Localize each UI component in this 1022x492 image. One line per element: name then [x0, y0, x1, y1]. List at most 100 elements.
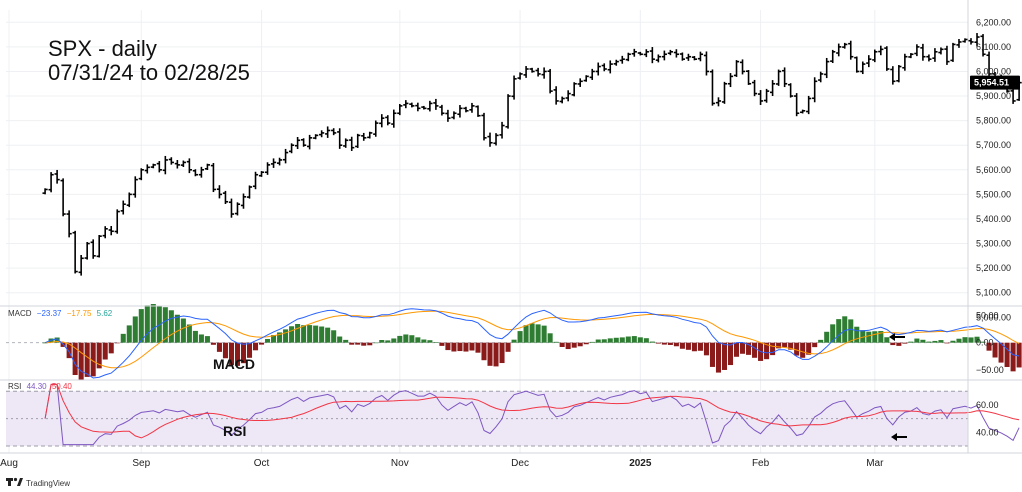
macd-histogram-bar — [956, 338, 962, 343]
price-bar — [956, 39, 962, 48]
tradingview-logo-icon — [6, 477, 23, 486]
rsi-legend-value-2: 50.40 — [52, 382, 73, 391]
macd-histogram-bar — [180, 318, 186, 343]
price-bar — [445, 109, 451, 122]
macd-histogram-bar — [529, 323, 535, 343]
macd-histogram-bar — [415, 337, 421, 343]
macd-legend: MACD −23.37 −17.75 5.62 — [8, 309, 113, 318]
macd-histogram-bar — [439, 342, 445, 346]
price-bar — [415, 102, 421, 112]
macd-histogram-bar — [625, 336, 631, 343]
price-bar — [860, 61, 866, 75]
price-bar — [529, 67, 535, 73]
chart-title-line-1: SPX - daily — [48, 36, 157, 61]
macd-histogram-bar — [445, 342, 451, 351]
rsi-legend: RSI 44.30 50.40 — [8, 382, 72, 391]
price-bar — [180, 160, 186, 168]
macd-histogram-bar — [397, 335, 403, 343]
price-bar — [739, 59, 746, 75]
price-tick-label: 6,100.00 — [976, 42, 1011, 52]
macd-histogram-bar — [733, 342, 740, 357]
macd-histogram-bar — [908, 341, 914, 343]
macd-histogram-bar — [721, 342, 728, 370]
price-bar — [884, 46, 890, 71]
macd-histogram-bar — [301, 325, 307, 343]
macd-histogram-bar — [210, 342, 216, 345]
price-bar — [890, 66, 896, 85]
price-bar — [48, 172, 54, 193]
macd-histogram-bar — [655, 342, 661, 344]
macd-histogram-bar — [974, 336, 980, 343]
rsi-legend-name: RSI — [8, 382, 21, 391]
macd-histogram-bar — [240, 342, 247, 364]
date-tick-label: Aug — [0, 458, 18, 469]
macd-histogram-bar — [896, 342, 902, 346]
macd-pane-label: MACD — [213, 356, 255, 372]
macd-histogram-bar — [499, 342, 505, 364]
macd-legend-name: MACD — [8, 309, 32, 318]
price-bar — [908, 53, 914, 59]
macd-histogram-bar — [198, 334, 204, 343]
price-bar — [270, 158, 277, 168]
price-bar — [469, 102, 475, 113]
price-bar — [974, 33, 980, 47]
macd-histogram-bar — [102, 342, 108, 360]
macd-histogram-bar — [872, 331, 878, 343]
macd-histogram-bar — [343, 339, 349, 343]
price-bar — [373, 120, 379, 137]
macd-histogram-bar — [643, 338, 649, 343]
macd-histogram-bar — [108, 342, 114, 354]
rsi-legend-value-1: 44.30 — [27, 382, 48, 391]
price-bar — [788, 83, 794, 98]
price-bar — [192, 169, 198, 177]
price-bar — [313, 134, 319, 140]
macd-histogram-bar — [740, 342, 746, 354]
macd-histogram-bar — [192, 330, 198, 343]
price-bar — [403, 100, 409, 109]
price-bar — [619, 55, 625, 64]
macd-histogram-bar — [385, 340, 391, 343]
macd-histogram-bar — [770, 342, 776, 356]
macd-histogram-bar — [295, 324, 301, 343]
price-bar — [679, 52, 686, 61]
macd-histogram-bar — [830, 324, 836, 343]
price-bar — [301, 138, 307, 147]
macd-zero-arrow — [889, 333, 905, 341]
price-pane — [42, 33, 1022, 276]
macd-histogram-bar — [126, 325, 132, 343]
price-bar — [451, 111, 457, 120]
price-bar — [258, 171, 265, 177]
price-bar — [409, 102, 415, 108]
date-tick-label: Nov — [391, 458, 409, 469]
macd-histogram-bar — [90, 342, 96, 377]
price-tick-label: 5,500.00 — [976, 189, 1011, 199]
rsi-tick-label: 60.00 — [976, 400, 999, 410]
macd-histogram-bar — [926, 341, 932, 343]
rsi-arrow — [891, 433, 907, 441]
macd-histogram-bar — [571, 342, 577, 348]
macd-histogram-bar — [252, 342, 259, 351]
macd-histogram-bar — [54, 337, 60, 343]
price-bar — [631, 48, 637, 57]
macd-histogram-bar — [697, 342, 703, 351]
macd-histogram-bar — [511, 339, 517, 343]
macd-histogram-bar — [271, 335, 277, 343]
macd-histogram-bar — [800, 342, 806, 358]
price-bar — [174, 159, 180, 169]
macd-histogram-bar — [968, 337, 974, 343]
price-bar — [325, 126, 331, 138]
macd-histogram-bar — [403, 334, 409, 343]
price-bar — [836, 43, 842, 57]
macd-histogram-bar — [914, 338, 920, 343]
macd-histogram-bar — [138, 309, 144, 343]
price-bar — [343, 138, 349, 148]
macd-tick-label: 50.00 — [976, 311, 999, 321]
macd-histogram-bar — [325, 327, 331, 343]
macd-histogram-bar — [457, 342, 463, 352]
macd-histogram-bar — [379, 340, 385, 343]
price-bar — [751, 79, 758, 97]
macd-histogram-bar — [523, 325, 529, 343]
price-bar — [872, 49, 878, 63]
date-tick-label: Sep — [132, 458, 150, 469]
macd-histogram-bar — [884, 337, 890, 343]
